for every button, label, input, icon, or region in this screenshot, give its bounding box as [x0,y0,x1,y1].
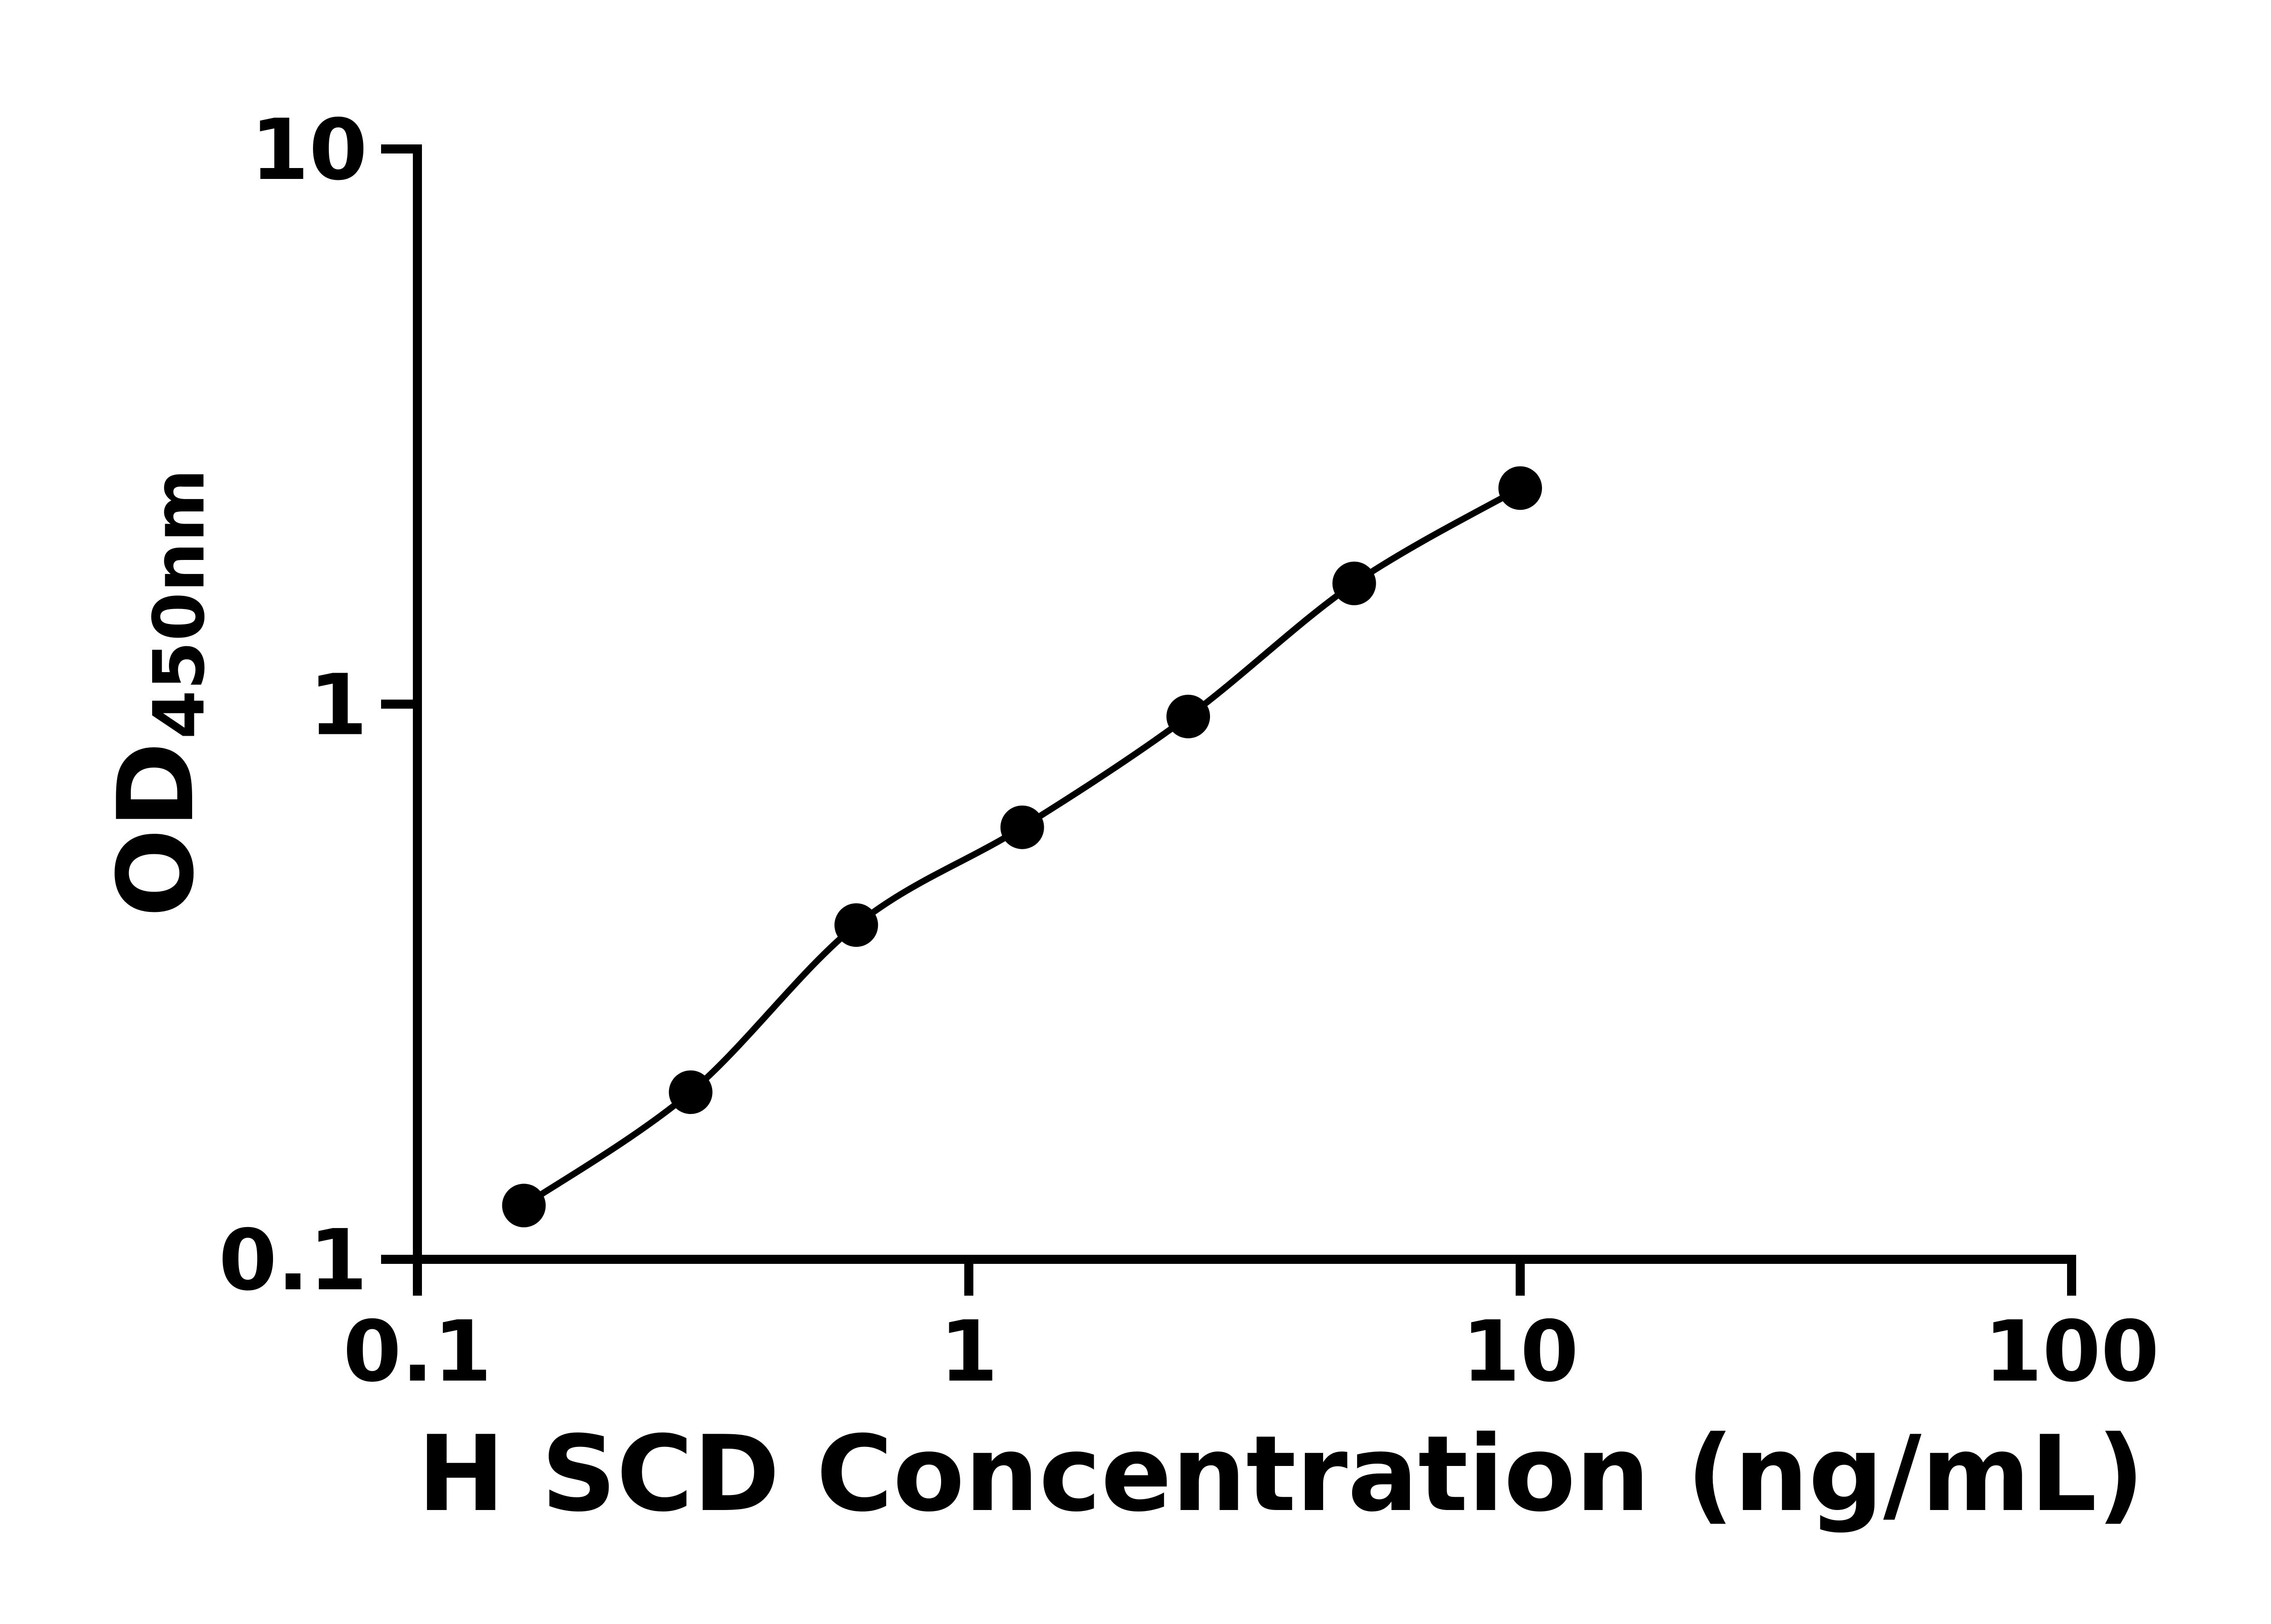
data-point-marker [669,1070,713,1114]
y-axis-title: OD450nm [89,330,225,1056]
data-point-marker [502,1183,546,1228]
y-axis-title-main: OD [96,742,217,917]
y-axis-tick-label: 1 [309,656,367,754]
x-axis-tick-label: 10 [1462,1302,1578,1401]
y-axis-tick-label: 10 [251,101,367,199]
data-point-marker [1498,466,1542,510]
data-point-marker [1332,561,1376,605]
x-axis-tick-label: 1 [940,1302,998,1401]
data-point-marker [1000,805,1044,849]
data-point-marker [1166,694,1210,738]
y-axis-tick-label: 0.1 [218,1211,367,1309]
x-axis-tick-label: 0.1 [343,1302,492,1401]
data-point-marker [834,903,878,947]
x-axis-tick-label: 100 [1984,1302,2159,1401]
y-axis-title-subscript: 450nm [138,469,220,739]
x-axis-title: H SCD Concentration (ng/mL) [417,1414,2145,1535]
